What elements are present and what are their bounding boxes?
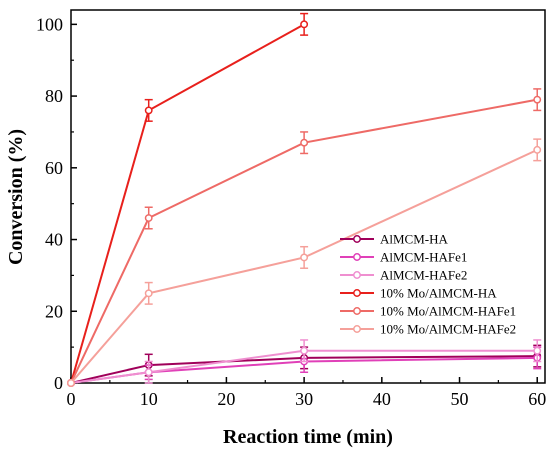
data-point-4-3: [533, 95, 542, 104]
data-point-2-1: [144, 368, 153, 377]
data-point-3-1: [144, 106, 153, 115]
legend-marker-4: [353, 307, 361, 315]
series-layer: [67, 12, 542, 387]
series-line-2: [70, 349, 538, 384]
series-5: [67, 138, 542, 387]
x-tick-label-6: 60: [528, 389, 546, 409]
x-tick-label-4: 40: [373, 389, 391, 409]
y-tick-label-0: 0: [54, 373, 63, 393]
data-point-4-1: [144, 214, 153, 222]
legend-marker-2: [353, 271, 361, 279]
legend-marker-1: [353, 253, 361, 261]
data-point-5-3: [533, 145, 542, 154]
legend-marker-0: [353, 235, 361, 243]
data-point-5-2: [300, 253, 309, 262]
x-tick-label-5: 50: [451, 389, 469, 409]
legend-label-0: AlMCM-HA: [380, 232, 449, 247]
series-line-5: [70, 148, 538, 384]
x-axis-title: Reaction time (min): [223, 426, 393, 448]
legend-marker-3: [353, 289, 361, 297]
series-line-3: [70, 23, 305, 384]
data-point-5-0: [67, 379, 75, 387]
plot-frame: [70, 9, 546, 384]
legend-marker-5: [353, 325, 361, 333]
y-tick-label-2: 40: [45, 230, 63, 250]
axis-ticks: 0 10 20 30 40 50 60 0 20 40 60 80 100: [36, 14, 546, 409]
legend-label-1: AlMCM-HAFe1: [380, 250, 467, 265]
legend-label-5: 10% Mo/AlMCM-HAFe2: [380, 322, 516, 337]
data-point-4-2: [300, 138, 309, 147]
legend: AlMCM-HA AlMCM-HAFe1 AlMCM-HAFe2 10% Mo/AlM…: [340, 232, 516, 337]
x-tick-label-2: 20: [217, 389, 235, 409]
y-tick-label-4: 80: [45, 86, 63, 106]
legend-label-4: 10% Mo/AlMCM-HAFe1: [380, 304, 516, 319]
data-point-2-3: [533, 346, 542, 355]
x-tick-label-1: 10: [140, 389, 158, 409]
y-tick-label-1: 20: [45, 301, 63, 321]
y-tick-label-5: 100: [36, 14, 63, 34]
x-tick-label-3: 30: [295, 389, 313, 409]
series-line-4: [70, 98, 538, 384]
legend-label-2: AlMCM-HAFe2: [380, 268, 467, 283]
y-axis-title: Conversion (%): [5, 129, 27, 265]
x-tick-label-0: 0: [67, 389, 76, 409]
data-point-3-2: [300, 20, 309, 29]
data-point-2-2: [300, 346, 309, 355]
data-point-5-1: [144, 289, 153, 298]
legend-label-3: 10% Mo/AlMCM-HA: [380, 286, 497, 301]
y-tick-label-3: 60: [45, 158, 63, 178]
series-4: [67, 88, 542, 387]
